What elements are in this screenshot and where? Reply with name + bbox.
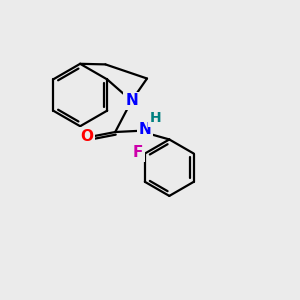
Text: F: F — [133, 146, 143, 160]
Text: N: N — [139, 122, 152, 137]
Text: N: N — [125, 93, 138, 108]
Text: H: H — [149, 111, 161, 125]
Text: O: O — [80, 129, 93, 144]
